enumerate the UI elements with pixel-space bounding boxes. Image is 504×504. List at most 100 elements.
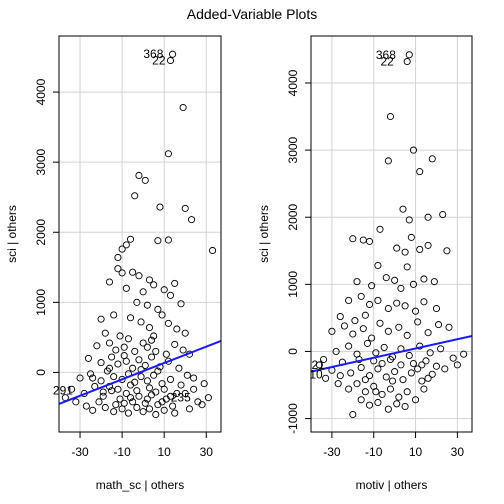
- data-point: [131, 347, 139, 355]
- data-point: [173, 389, 181, 398]
- data-point: [160, 385, 168, 393]
- data-point: [97, 315, 105, 323]
- data-point: [124, 335, 132, 343]
- data-point: [135, 272, 143, 280]
- x-axis-label: math_sc | others: [96, 478, 185, 492]
- data-point: [204, 394, 212, 402]
- data-point: [340, 322, 349, 330]
- data-point: [133, 387, 141, 395]
- data-point: [84, 354, 93, 362]
- data-point: [131, 192, 139, 200]
- data-point: [133, 298, 141, 306]
- data-point: [405, 51, 413, 59]
- y-tick-label: 3000: [286, 136, 300, 163]
- data-point: [171, 340, 179, 348]
- data-point: [143, 395, 151, 403]
- data-point: [175, 364, 183, 372]
- data-point: [124, 409, 132, 417]
- data-point: [441, 365, 449, 373]
- data-point: [391, 368, 399, 376]
- data-point: [114, 253, 122, 262]
- figure-title: Added-Variable Plots: [186, 6, 318, 22]
- data-point: [395, 323, 403, 331]
- data-point: [357, 292, 365, 300]
- data-point: [169, 402, 177, 410]
- y-tick-label: 1000: [286, 271, 300, 298]
- data-point: [403, 57, 411, 66]
- data-point: [409, 280, 418, 288]
- data-point: [158, 398, 166, 406]
- data-point: [439, 210, 447, 219]
- data-point: [148, 353, 156, 361]
- point-label: 22: [380, 55, 394, 69]
- data-point: [363, 339, 372, 347]
- data-point: [116, 395, 124, 403]
- data-point: [209, 246, 217, 255]
- data-point: [87, 370, 95, 378]
- data-point: [89, 406, 97, 414]
- x-tick-label: -30: [323, 445, 341, 459]
- data-point: [395, 393, 403, 401]
- y-tick-label: 0: [34, 369, 48, 376]
- data-point: [181, 389, 189, 398]
- data-point: [156, 203, 164, 211]
- data-point: [393, 244, 401, 252]
- data-point: [145, 276, 154, 284]
- data-point: [393, 299, 401, 307]
- data-point: [411, 396, 420, 404]
- data-point: [428, 370, 436, 378]
- y-tick-label: 2000: [34, 219, 48, 246]
- data-point: [135, 356, 143, 364]
- data-point: [110, 311, 118, 319]
- data-point: [173, 325, 181, 333]
- data-point: [357, 396, 365, 404]
- data-point: [359, 236, 367, 244]
- data-point: [112, 346, 120, 354]
- points: [61, 50, 217, 419]
- data-point: [409, 146, 418, 154]
- fit-line: [310, 335, 473, 373]
- plot-frame: [58, 35, 222, 433]
- data-point: [361, 388, 369, 396]
- data-point: [345, 296, 353, 304]
- data-point: [372, 388, 380, 396]
- data-point: [424, 241, 432, 249]
- point-label: 22: [152, 54, 166, 68]
- data-point: [374, 398, 382, 407]
- data-point: [336, 313, 344, 321]
- data-point: [68, 385, 76, 393]
- y-tick-label: 3000: [34, 148, 48, 175]
- data-point: [376, 225, 384, 233]
- data-point: [386, 385, 395, 393]
- data-point: [401, 302, 409, 310]
- data-point: [334, 380, 342, 388]
- data-point: [97, 377, 105, 385]
- data-point: [332, 347, 340, 356]
- data-point: [164, 236, 172, 244]
- data-point: [162, 350, 170, 358]
- data-point: [114, 265, 122, 273]
- data-point: [118, 245, 126, 253]
- y-tick-label: -1000: [286, 403, 300, 434]
- data-point: [198, 401, 206, 409]
- data-point: [432, 362, 441, 370]
- data-point: [361, 376, 369, 384]
- data-point: [114, 360, 122, 368]
- data-point: [158, 311, 166, 319]
- data-point: [322, 374, 330, 382]
- data-point: [416, 245, 424, 253]
- data-point: [345, 385, 353, 393]
- y-axis: 0 1000 2000 3000 4000: [34, 78, 59, 376]
- data-point: [150, 281, 158, 289]
- data-point: [424, 213, 432, 221]
- data-point: [403, 263, 411, 271]
- data-point: [152, 410, 160, 419]
- x-tick-label: -10: [365, 445, 383, 459]
- data-point: [171, 409, 179, 417]
- y-axis: -1000 0 1000 2000 3000 4000: [286, 69, 311, 434]
- data-point: [139, 288, 147, 296]
- data-point: [110, 408, 118, 416]
- data-point: [133, 403, 141, 412]
- data-point: [336, 372, 344, 380]
- data-point: [368, 334, 376, 342]
